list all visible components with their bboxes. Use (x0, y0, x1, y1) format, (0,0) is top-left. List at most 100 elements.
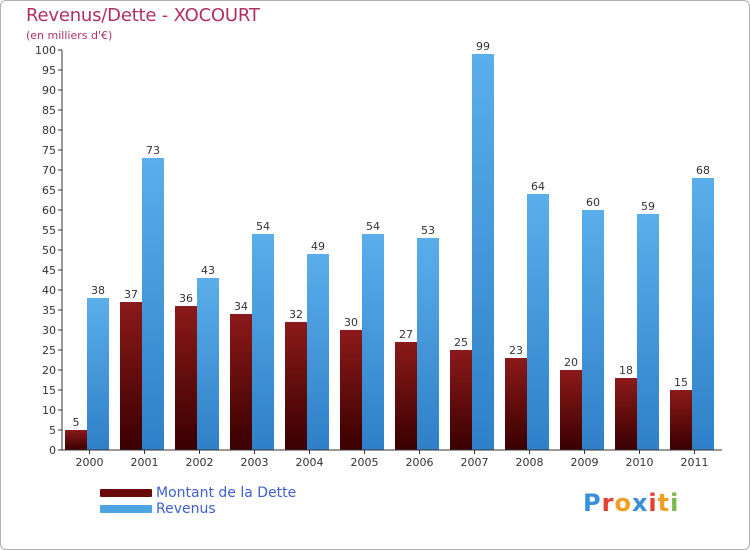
legend-label-dette: Montant de la Dette (156, 485, 297, 501)
data-label-bar-dette-2011: 15 (674, 376, 688, 389)
logo-letter: P (583, 489, 602, 517)
y-tick-label: 90 (42, 84, 56, 97)
x-tick-label: 2003 (241, 456, 269, 469)
data-label-bar-revenus-2003: 54 (256, 220, 270, 233)
data-label-bar-dette-2005: 30 (344, 316, 358, 329)
bar-dette-2004 (285, 322, 307, 450)
bar-revenus-2005 (362, 234, 384, 450)
bar-revenus-2004 (307, 254, 329, 450)
y-tick-label: 85 (42, 104, 56, 117)
bar-revenus-2006 (417, 238, 439, 450)
x-tick-label: 2006 (406, 456, 434, 469)
data-label-bar-dette-2007: 25 (454, 336, 468, 349)
x-tick-label: 2004 (296, 456, 324, 469)
data-label-bar-revenus-2004: 49 (311, 240, 325, 253)
y-tick-label: 95 (42, 64, 56, 77)
x-tick-label: 2011 (681, 456, 709, 469)
bar-dette-2008 (505, 358, 527, 450)
x-axis: 2000 2001 2002 2003 2004 2005 2006 2007 2008 2009… (62, 449, 722, 469)
y-tick-label: 45 (42, 264, 56, 277)
y-tick-label: 5 (49, 424, 56, 437)
y-axis: 0 5 10 15 20 25 30 35 40 45 50 55 60 65 70 75 80 85 90 95 10… (35, 44, 63, 457)
y-tick-label: 80 (42, 124, 56, 137)
x-tick-label: 2000 (76, 456, 104, 469)
bar-dette-2002 (175, 306, 197, 450)
bar-revenus-2001 (142, 158, 164, 450)
y-tick-label: 20 (42, 364, 56, 377)
data-label-bar-revenus-2010: 59 (641, 200, 655, 213)
bar-dette-2001 (120, 302, 142, 450)
bar-dette-2009 (560, 370, 582, 450)
data-label-bar-dette-2010: 18 (619, 364, 633, 377)
data-label-bar-revenus-2000: 38 (91, 284, 105, 297)
data-labels: 5 38 37 73 36 43 34 54 32 49 30 54 27 53 25 99 23 64 20 60 1… (73, 40, 711, 429)
bar-revenus-2000 (87, 298, 109, 450)
data-label-bar-dette-2000: 5 (73, 416, 80, 429)
data-label-bar-dette-2009: 20 (564, 356, 578, 369)
proxiti-logo: Proxiti (583, 489, 679, 517)
data-label-bar-revenus-2007: 99 (476, 40, 490, 53)
y-tick-label: 35 (42, 304, 56, 317)
logo-letter: o (614, 489, 632, 517)
data-label-bar-revenus-2006: 53 (421, 224, 435, 237)
logo-letter: t (657, 489, 671, 517)
y-tick-label: 30 (42, 324, 56, 337)
y-tick-label: 55 (42, 224, 56, 237)
bar-revenus-2002 (197, 278, 219, 450)
y-tick-label: 10 (42, 404, 56, 417)
bar-dette-2007 (450, 350, 472, 450)
bar-revenus-2009 (582, 210, 604, 450)
data-label-bar-dette-2004: 32 (289, 308, 303, 321)
y-tick-label: 60 (42, 204, 56, 217)
y-tick-label: 100 (35, 44, 56, 57)
data-label-bar-revenus-2002: 43 (201, 264, 215, 277)
y-tick-label: 0 (49, 444, 56, 457)
logo-letter: i (670, 489, 680, 517)
chart-subtitle: (en milliers d'€) (26, 29, 113, 42)
bar-dette-2003 (230, 314, 252, 450)
data-label-bar-revenus-2008: 64 (531, 180, 545, 193)
y-tick-label: 75 (42, 144, 56, 157)
blue-bar-swatch-icon (100, 505, 152, 513)
bar-revenus-2008 (527, 194, 549, 450)
bar-dette-2000 (65, 430, 87, 450)
data-label-bar-revenus-2001: 73 (146, 144, 160, 157)
y-tick-label: 15 (42, 384, 56, 397)
bar-dette-2011 (670, 390, 692, 450)
bar-revenus-2011 (692, 178, 714, 450)
bar-dette-2006 (395, 342, 417, 450)
data-label-bar-dette-2001: 37 (124, 288, 138, 301)
x-tick-label: 2009 (571, 456, 599, 469)
dark-red-bar-swatch-icon (100, 489, 152, 497)
legend-label-revenus: Revenus (156, 501, 216, 517)
bar-dette-2005 (340, 330, 362, 450)
y-tick-label: 40 (42, 284, 56, 297)
x-tick-label: 2002 (186, 456, 214, 469)
y-tick-label: 50 (42, 244, 56, 257)
y-tick-label: 25 (42, 344, 56, 357)
data-label-bar-dette-2006: 27 (399, 328, 413, 341)
data-label-bar-dette-2002: 36 (179, 292, 193, 305)
x-tick-label: 2005 (351, 456, 379, 469)
logo-letter: r (601, 489, 615, 517)
x-tick-label: 2007 (461, 456, 489, 469)
data-label-bar-dette-2008: 23 (509, 344, 523, 357)
x-tick-label: 2010 (626, 456, 654, 469)
y-tick-label: 70 (42, 164, 56, 177)
data-label-bar-dette-2003: 34 (234, 300, 248, 313)
data-label-bar-revenus-2005: 54 (366, 220, 380, 233)
bar-revenus-2003 (252, 234, 274, 450)
x-tick-label: 2008 (516, 456, 544, 469)
logo-letter: x (631, 489, 649, 517)
data-label-bar-revenus-2011: 68 (696, 164, 710, 177)
bar-revenus-2010 (637, 214, 659, 450)
x-tick-label: 2001 (131, 456, 159, 469)
data-label-bar-revenus-2009: 60 (586, 196, 600, 209)
chart-title: Revenus/Dette - XOCOURT (26, 5, 260, 26)
bar-revenus-2007 (472, 54, 494, 450)
logo-letter: i (648, 489, 658, 517)
bar-dette-2010 (615, 378, 637, 450)
y-tick-label: 65 (42, 184, 56, 197)
bars (65, 54, 714, 450)
